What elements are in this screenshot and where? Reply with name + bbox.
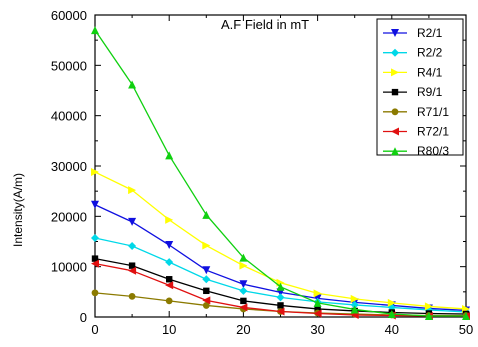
x-tick-label: 0: [91, 322, 98, 337]
data-point-r4-1: [91, 168, 99, 177]
data-point-r9-1: [240, 297, 247, 305]
legend-swatch-marker: [391, 108, 399, 116]
data-point-r9-1: [314, 305, 321, 313]
legend-item-r71-1: R71/1: [383, 105, 449, 119]
legend-item-r72-1: R72/1: [383, 125, 449, 139]
data-point-r71-1: [165, 297, 173, 305]
legend-swatch-marker: [391, 147, 399, 156]
data-point-r80-3: [165, 151, 174, 160]
data-point-r80-3: [276, 282, 285, 291]
y-tick-label: 20000: [51, 209, 87, 224]
data-point-r4-1: [387, 298, 396, 307]
data-point-r2-1: [128, 217, 137, 226]
legend-item-r4-1: R4/1: [383, 65, 443, 79]
data-point-r80-3: [313, 298, 322, 307]
legend-label: R2/1: [417, 26, 443, 40]
legend-item-r9-1: R9/1: [383, 85, 443, 99]
y-tick-label: 30000: [51, 159, 87, 174]
legend-label: R80/3: [417, 144, 449, 158]
chart-title: A.F Field in mT: [221, 17, 309, 32]
data-point-r4-1: [128, 186, 137, 195]
data-point-r2-2: [350, 300, 359, 309]
data-point-r2-1: [165, 241, 174, 250]
data-point-r80-3: [387, 309, 396, 318]
data-point-r72-1: [239, 303, 248, 312]
legend-label: R9/1: [417, 85, 443, 99]
data-point-r71-1: [91, 289, 99, 297]
data-point-r71-1: [202, 302, 210, 309]
legend-item-r80-3: R80/3: [383, 144, 449, 158]
legend-label: R71/1: [417, 105, 449, 119]
data-point-r2-2: [276, 293, 285, 302]
x-tick-label: 40: [385, 322, 399, 337]
x-tick-label: 10: [162, 322, 176, 337]
legend-item-r2-2: R2/2: [383, 46, 443, 60]
data-point-r80-3: [91, 26, 99, 35]
data-point-r9-1: [166, 276, 173, 283]
data-point-r2-1: [91, 200, 99, 209]
legend-label: R2/2: [417, 46, 443, 60]
y-tick-label: 0: [80, 310, 87, 325]
data-point-r2-1: [202, 266, 211, 275]
series-r80-3: [91, 26, 470, 320]
legend-label: R72/1: [417, 125, 449, 139]
data-point-r80-3: [350, 305, 359, 314]
data-point-r4-1: [350, 294, 359, 303]
legend-item-r2-1: R2/1: [383, 26, 443, 40]
y-tick-label: 50000: [51, 58, 87, 73]
data-point-r2-2: [91, 233, 99, 242]
data-point-r4-1: [313, 289, 322, 298]
y-tick-label: 60000: [51, 8, 87, 23]
data-point-r72-1: [128, 266, 137, 275]
data-point-r9-1: [91, 255, 99, 262]
data-point-r9-1: [203, 287, 210, 295]
y-tick-label: 40000: [51, 109, 87, 124]
legend-swatch-marker: [391, 68, 399, 77]
series-layer: [91, 26, 470, 320]
legend-swatch-marker: [391, 29, 399, 37]
data-point-r80-3: [424, 311, 433, 320]
data-point-r2-2: [239, 286, 248, 295]
data-point-r2-2: [128, 242, 137, 251]
legend: R2/1 R2/2 R4/1 R9/1 R71/1 R72/1 R80/3: [376, 18, 464, 158]
data-point-r9-1: [128, 262, 136, 269]
legend-box: [376, 18, 464, 156]
data-point-r72-1: [276, 307, 285, 316]
data-point-r4-1: [239, 261, 248, 270]
x-tick-label: 30: [310, 322, 324, 337]
data-point-r80-3: [202, 210, 211, 219]
data-point-r2-2: [202, 275, 211, 284]
legend-swatch-marker: [391, 127, 399, 136]
y-tick-label: 10000: [51, 260, 87, 275]
data-point-r80-3: [128, 80, 137, 89]
data-point-r72-1: [91, 259, 99, 268]
data-point-r80-3: [239, 253, 248, 262]
legend-label: R4/1: [417, 65, 443, 79]
data-point-r4-1: [165, 215, 174, 224]
data-point-r72-1: [165, 281, 174, 290]
data-point-r71-1: [128, 292, 136, 300]
data-point-r4-1: [202, 241, 211, 250]
data-point-r2-2: [165, 258, 174, 267]
data-point-r2-1: [239, 280, 248, 289]
x-tick-label: 50: [459, 322, 473, 337]
legend-swatch-marker: [391, 48, 399, 57]
data-point-r4-1: [424, 302, 433, 311]
x-tick-label: 20: [236, 322, 250, 337]
data-point-r9-1: [277, 302, 284, 309]
data-point-r72-1: [202, 296, 211, 305]
data-point-r80-3: [462, 311, 470, 320]
data-point-r72-1: [313, 309, 322, 318]
y-axis-title: Intensity(A/m): [11, 173, 25, 247]
legend-swatch-marker: [391, 88, 399, 96]
